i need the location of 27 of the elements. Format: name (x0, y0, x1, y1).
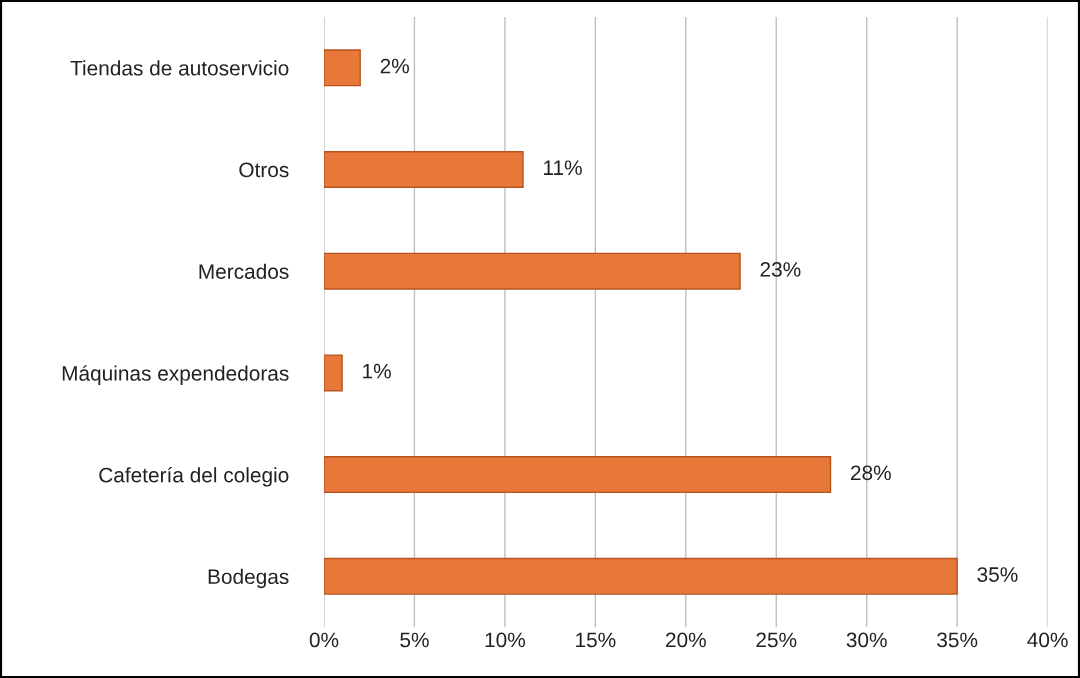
x-tick-label: 25% (756, 632, 797, 648)
y-tick-label: Cafetería del colegio (99, 466, 289, 487)
x-tick-label: 5% (400, 632, 429, 648)
data-label: 2% (380, 58, 409, 74)
x-tick-label: 30% (846, 632, 887, 648)
x-tick-label: 15% (576, 632, 616, 648)
bar (324, 151, 524, 188)
x-tick-label: 20% (666, 632, 706, 648)
x-tick-label: 0% (309, 632, 339, 648)
x-tick-label: 10% (485, 632, 526, 648)
y-tick-label: Bodegas (208, 568, 289, 589)
data-label: 23% (760, 262, 801, 277)
data-label: 35% (977, 567, 1018, 582)
y-tick-label: Mercados (199, 263, 289, 279)
bar (324, 557, 958, 595)
x-tick-label: 40% (1027, 632, 1068, 648)
y-tick-label: Otros (239, 162, 289, 178)
bar (324, 49, 361, 87)
bar (324, 354, 343, 392)
bar (324, 252, 741, 290)
y-tick-label: Tiendas de autoservicio (70, 60, 289, 76)
x-tick-label: 35% (937, 632, 978, 648)
data-label: 1% (363, 363, 391, 379)
bar (324, 456, 832, 494)
y-tick-label: Máquinas expendedoras (62, 365, 289, 385)
data-label: 11% (544, 160, 582, 176)
data-label: 28% (851, 465, 891, 481)
